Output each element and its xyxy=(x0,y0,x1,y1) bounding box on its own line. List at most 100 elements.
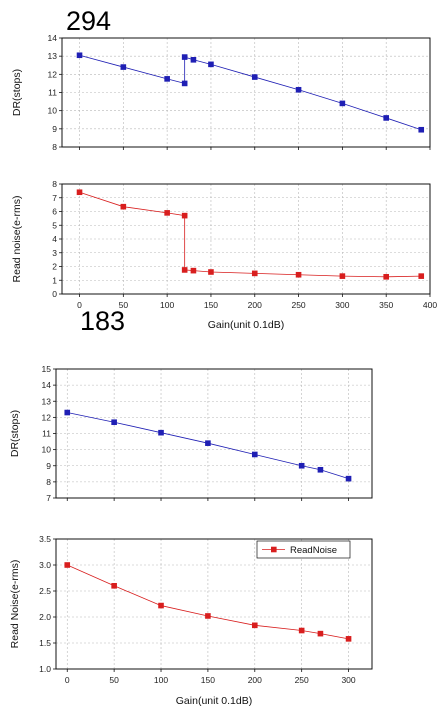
y-tick-label: 5 xyxy=(52,220,57,230)
y-tick-label: 1.5 xyxy=(39,638,51,648)
y-tick-label: 15 xyxy=(42,364,52,374)
panel-frame xyxy=(55,538,373,670)
y-tick-label: 1.0 xyxy=(39,664,51,674)
y-tick-label: 11 xyxy=(42,429,51,439)
data-point xyxy=(120,64,127,70)
x-tick-label: 350 xyxy=(379,300,393,310)
x-tick-label: 50 xyxy=(109,675,119,685)
x-tick-label: 50 xyxy=(119,300,129,310)
series-line xyxy=(79,54,422,131)
y-tick-label: 10 xyxy=(48,106,58,116)
data-point xyxy=(76,189,83,196)
x-tick-label: 300 xyxy=(335,300,349,310)
x-tick-label: 150 xyxy=(201,675,215,685)
data-point xyxy=(418,273,425,279)
data-point xyxy=(120,203,127,210)
data-point xyxy=(317,630,324,637)
y-tick-label: 7 xyxy=(52,193,57,203)
x-tick-label: 100 xyxy=(154,675,168,685)
y-tick-label: 4 xyxy=(52,234,57,244)
y-tick-label: 11 xyxy=(48,88,57,98)
data-point xyxy=(251,451,258,458)
x-tick-label: 400 xyxy=(423,300,437,310)
legend-marker xyxy=(271,546,277,553)
data-point xyxy=(251,74,258,80)
data-point xyxy=(295,271,302,278)
y-tick-label: 13 xyxy=(42,396,52,406)
data-point xyxy=(251,270,258,277)
data-point xyxy=(181,212,188,219)
y-tick-label: 3.5 xyxy=(39,534,51,544)
x-axis-label: Gain(unit 0.1dB) xyxy=(208,319,284,331)
y-tick-label: 13 xyxy=(48,51,58,61)
y-axis-label: Read Noise(e-rms) xyxy=(9,560,21,649)
data-point xyxy=(295,86,302,93)
data-point xyxy=(164,76,170,82)
x-tick-label: 0 xyxy=(77,300,82,310)
y-tick-label: 12 xyxy=(42,412,52,422)
y-tick-label: 8 xyxy=(52,142,57,152)
data-point xyxy=(158,429,164,436)
data-point xyxy=(383,115,389,121)
x-tick-label: 0 xyxy=(65,675,70,685)
data-point xyxy=(64,409,71,416)
x-tick-label: 200 xyxy=(248,300,262,310)
data-point xyxy=(190,57,197,63)
y-tick-label: 14 xyxy=(48,33,58,43)
legend-label: ReadNoise xyxy=(290,545,337,556)
x-tick-label: 100 xyxy=(160,300,174,310)
data-point xyxy=(181,80,188,87)
data-point xyxy=(251,622,258,629)
y-axis-label: Read noise(e-rms) xyxy=(11,196,23,283)
y-tick-label: 2.5 xyxy=(39,586,51,596)
y-axis-label: DR(stops) xyxy=(9,410,21,457)
x-tick-label: 200 xyxy=(248,675,262,685)
y-tick-label: 2 xyxy=(52,262,57,272)
x-tick-label: 250 xyxy=(295,675,309,685)
data-point xyxy=(383,274,389,280)
legend-box xyxy=(256,540,351,559)
series-line xyxy=(67,564,349,640)
series-line xyxy=(79,191,422,278)
y-tick-label: 10 xyxy=(42,445,52,455)
y-tick-label: 3 xyxy=(52,248,57,258)
y-tick-label: 9 xyxy=(46,461,51,471)
data-point xyxy=(317,466,324,473)
data-point xyxy=(345,475,352,482)
y-tick-label: 9 xyxy=(52,124,57,134)
data-point xyxy=(298,627,305,634)
chart-1-title: 294 xyxy=(66,6,111,36)
data-point xyxy=(158,602,164,609)
data-point xyxy=(205,440,211,446)
y-tick-label: 0 xyxy=(52,289,57,299)
data-point xyxy=(76,52,83,59)
data-point xyxy=(111,583,117,589)
chart-2: 7 8 9 10 11 12 13 14 15 DR(stops) 1.0 1.5 2.0 2.5 3.0 3… xyxy=(9,364,373,707)
series-line xyxy=(67,412,349,480)
data-point xyxy=(181,267,188,273)
data-point xyxy=(190,267,197,274)
data-point xyxy=(298,462,305,469)
y-tick-label: 1 xyxy=(52,275,57,285)
x-tick-label: 250 xyxy=(291,300,305,310)
data-point xyxy=(181,54,188,60)
y-tick-label: 8 xyxy=(52,179,57,189)
x-tick-label: 150 xyxy=(204,300,218,310)
y-tick-label: 7 xyxy=(46,493,51,503)
data-point xyxy=(208,269,214,275)
y-tick-label: 14 xyxy=(42,380,52,390)
y-tick-label: 2.0 xyxy=(39,612,51,622)
data-point xyxy=(418,126,425,133)
y-axis-label: DR(stops) xyxy=(11,69,23,116)
y-tick-label: 8 xyxy=(46,477,51,487)
data-point xyxy=(205,613,211,619)
y-tick-label: 12 xyxy=(48,69,58,79)
x-tick-label: 300 xyxy=(341,675,355,685)
chart-2-title: 183 xyxy=(80,306,125,336)
y-tick-label: 6 xyxy=(52,207,57,217)
x-axis-label: Gain(unit 0.1dB) xyxy=(176,695,252,707)
data-point xyxy=(164,210,170,216)
data-point xyxy=(345,636,352,642)
